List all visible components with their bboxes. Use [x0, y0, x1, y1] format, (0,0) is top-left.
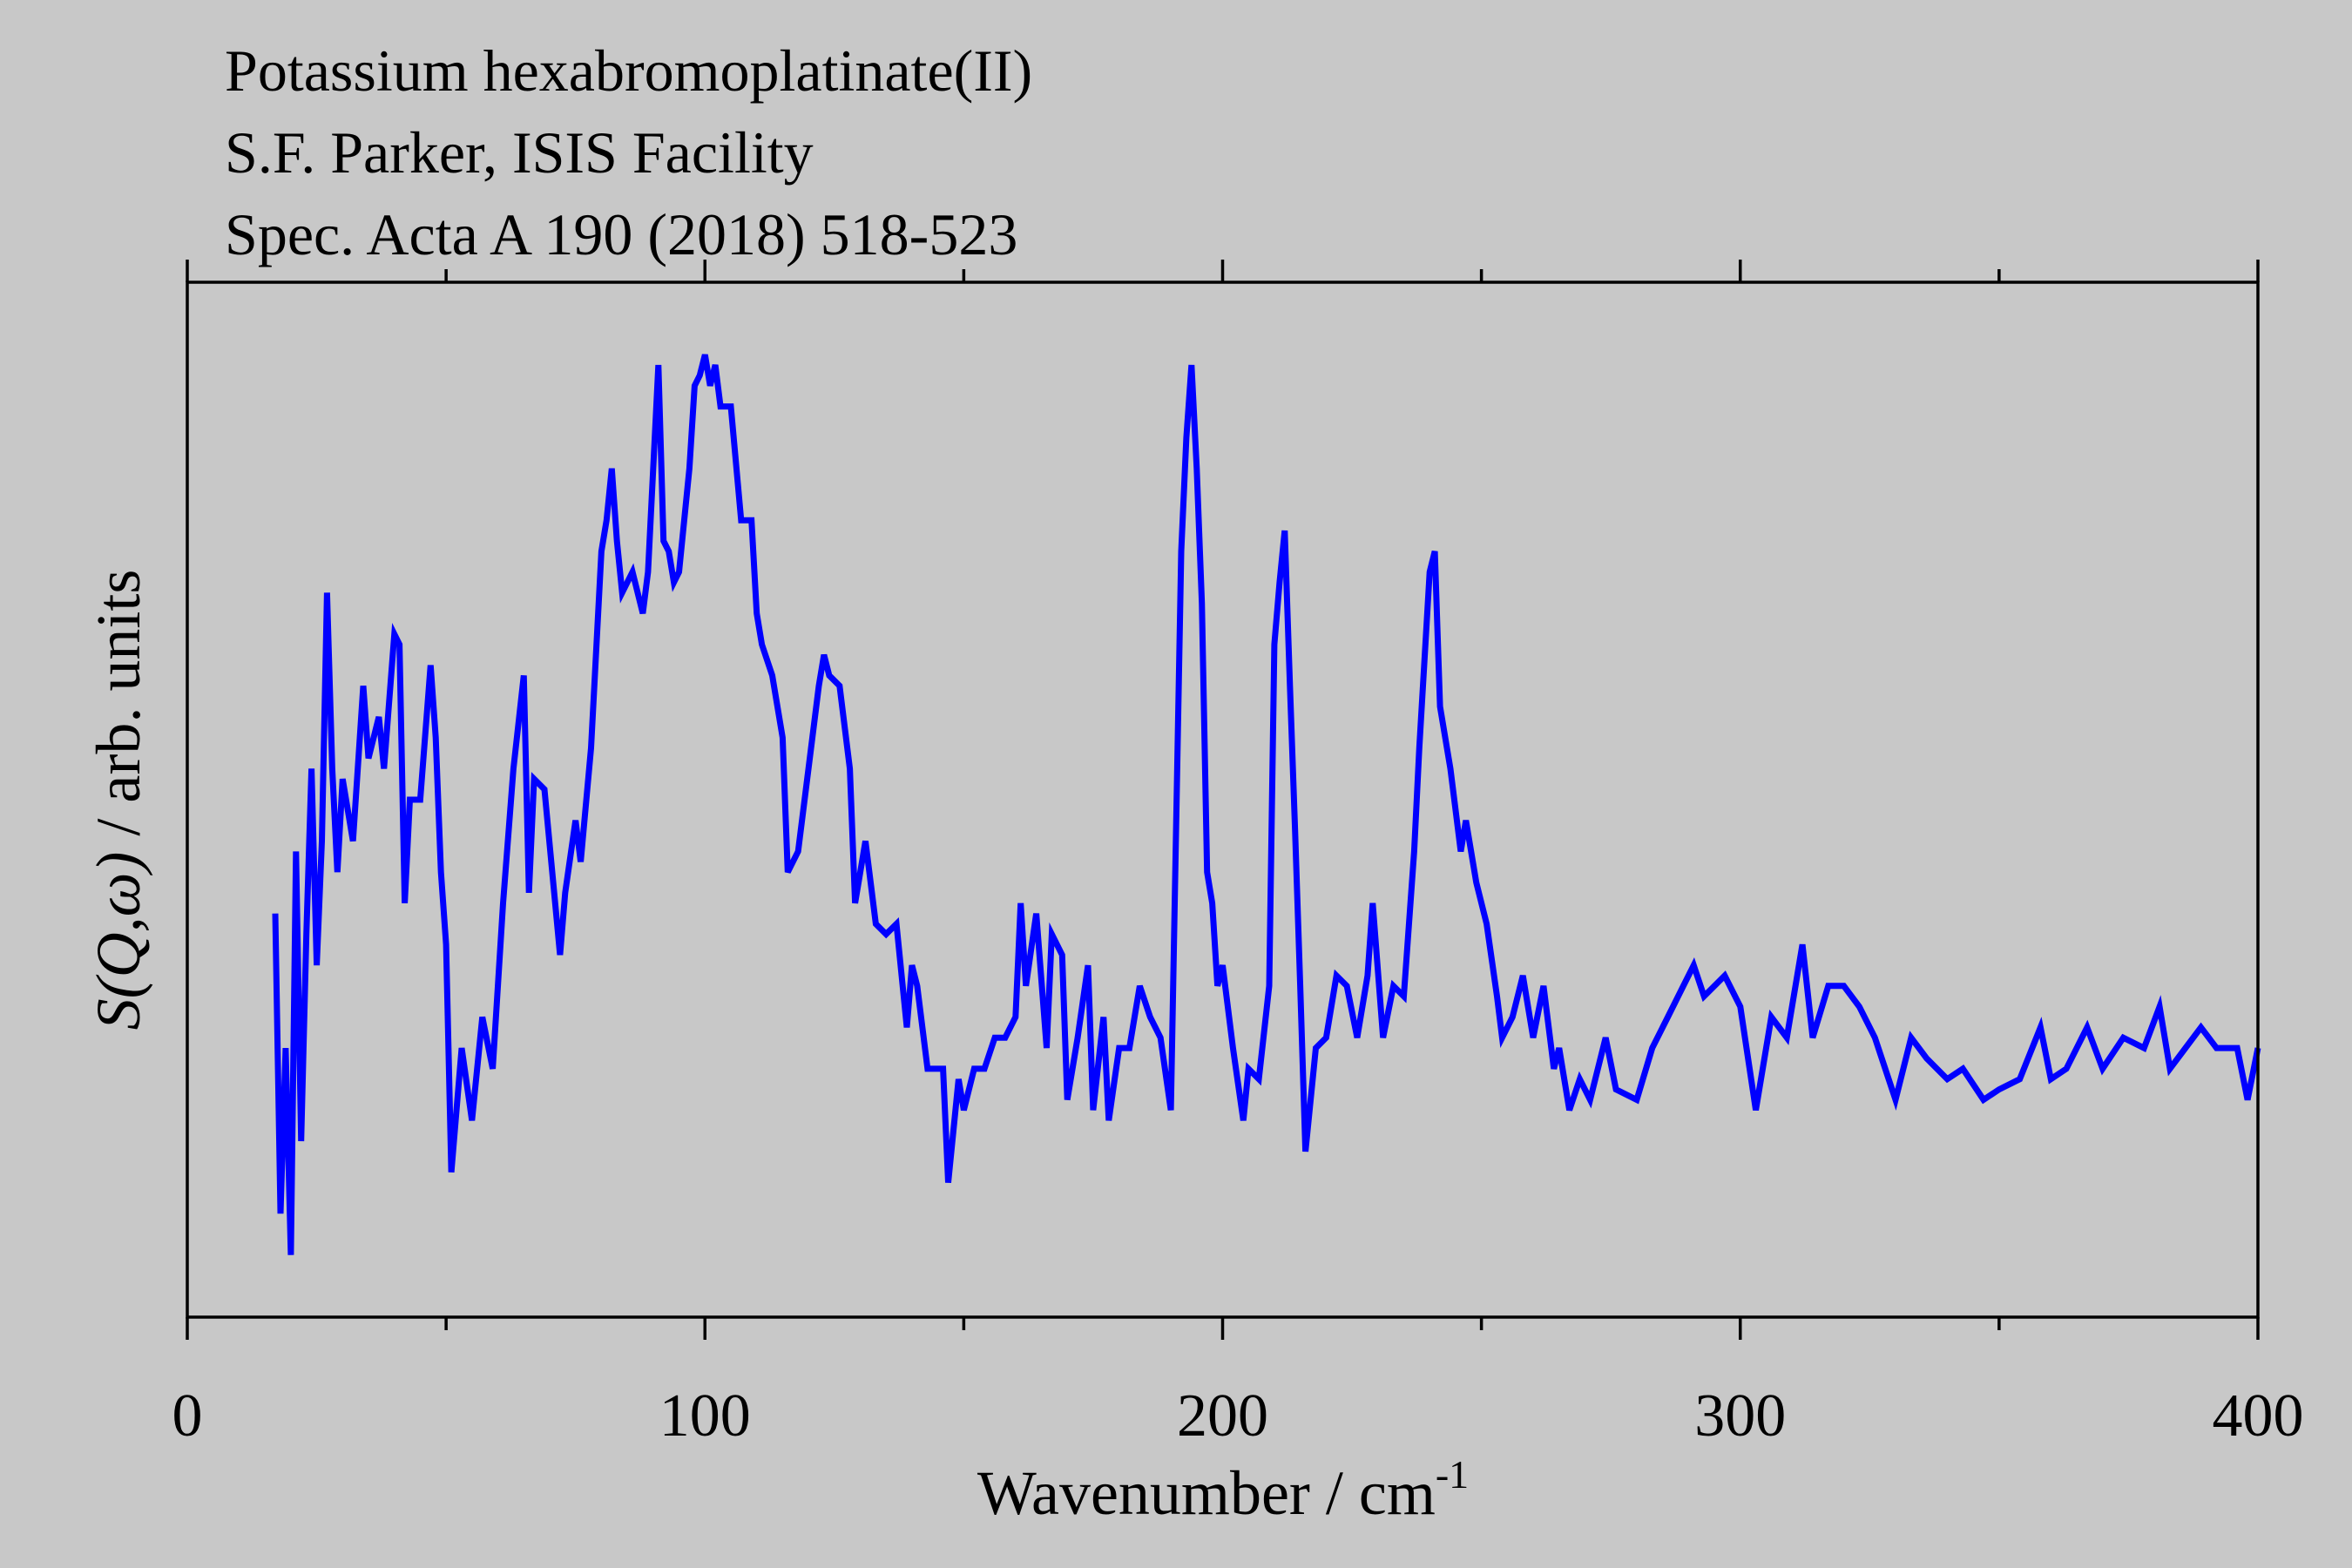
y-axis-label-units: / arb. units [84, 570, 153, 852]
x-tick-label: 200 [1177, 1382, 1268, 1450]
title-line: S.F. Parker, ISIS Facility [225, 119, 814, 186]
x-tick-label: 100 [659, 1382, 751, 1450]
x-axis-label-superscript: -1 [1436, 1452, 1469, 1497]
y-axis-label: S(Q,ω) / arb. units [84, 570, 153, 1031]
x-tick-label: 400 [2213, 1382, 2304, 1450]
x-axis-label: Wavenumber / cm-1 [977, 1452, 1469, 1528]
x-tick-label: 300 [1694, 1382, 1786, 1450]
x-axis-label-text: Wavenumber / cm [977, 1458, 1436, 1528]
spectrum-line [272, 354, 2261, 1255]
title-block: Potassium hexabromoplatinate(II) S.F. Par… [225, 37, 1032, 267]
title-line: Potassium hexabromoplatinate(II) [225, 37, 1032, 104]
y-axis-label-symbol: S(Q,ω) [84, 852, 153, 1031]
title-line: Spec. Acta A 190 (2018) 518-523 [225, 201, 1017, 267]
x-tick-label: 0 [172, 1382, 203, 1450]
